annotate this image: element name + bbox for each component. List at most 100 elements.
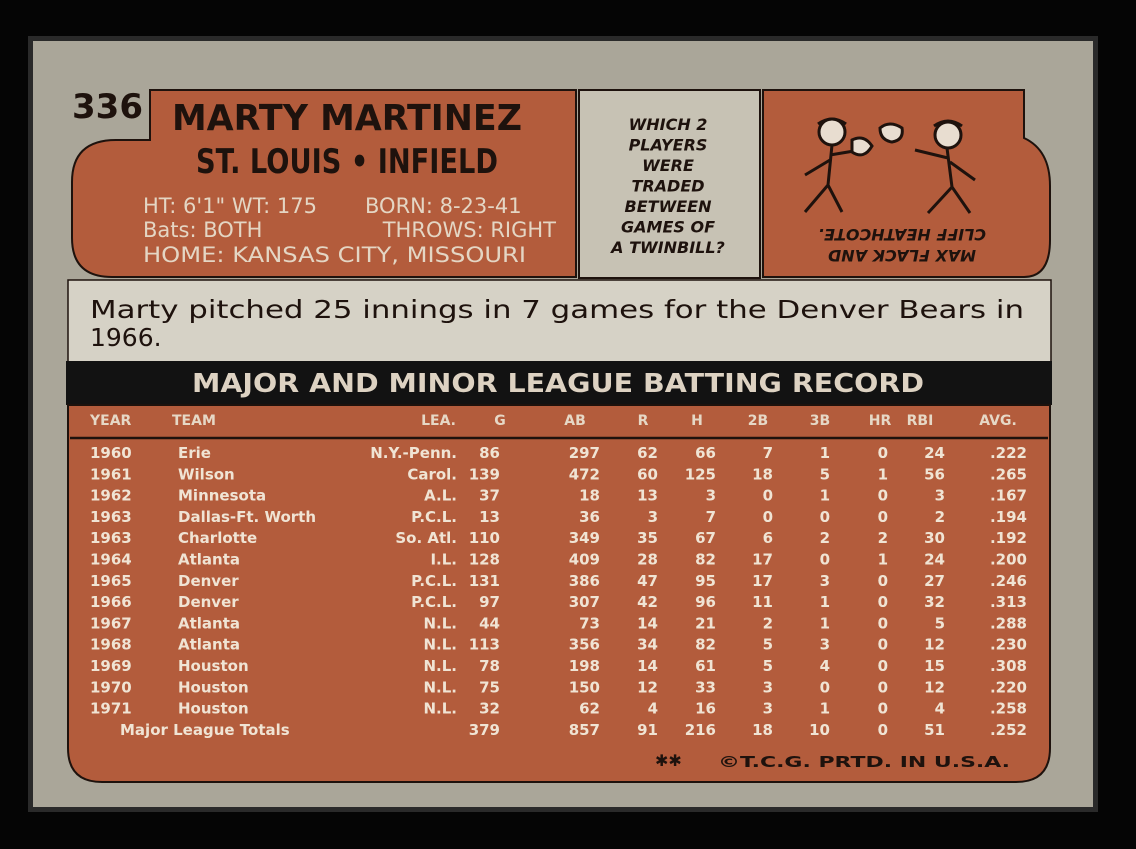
table-cell: Charlotte: [178, 529, 257, 547]
table-cell: 1: [878, 551, 888, 569]
table-cell: 1: [820, 487, 830, 505]
table-cell: 24: [924, 551, 945, 569]
column-header: AB: [564, 413, 586, 429]
table-cell: 198: [569, 657, 600, 675]
table-cell: 0: [878, 593, 888, 611]
table-cell: 82: [695, 636, 716, 654]
table-cell: Atlanta: [178, 614, 240, 632]
totals-cell: 216: [685, 721, 716, 739]
totals-cell: 10: [809, 721, 830, 739]
table-cell: 0: [763, 487, 773, 505]
table-cell: Minnesota: [178, 487, 266, 505]
column-header: H: [691, 413, 703, 429]
totals-cell: 0: [878, 721, 888, 739]
table-cell: 44: [479, 614, 500, 632]
table-cell: 4: [935, 700, 945, 718]
blurb-box: [67, 279, 1052, 363]
card-number: 336: [72, 87, 143, 127]
record-panel: [67, 404, 1051, 783]
height-weight: HT: 6'1" WT: 175: [143, 194, 317, 218]
bats: Bats: BOTH: [143, 218, 262, 242]
copyright: ©T.C.G. PRTD. IN U.S.A.: [718, 753, 1010, 771]
table-cell: 3: [820, 636, 830, 654]
table-cell: 1966: [90, 593, 132, 611]
table-cell: 60: [637, 465, 658, 483]
table-cell: 5: [763, 636, 773, 654]
table-cell: Houston: [178, 657, 249, 675]
table-cell: 12: [924, 678, 945, 696]
table-cell: 56: [924, 465, 945, 483]
table-cell: Denver: [178, 593, 239, 611]
table-cell: 139: [469, 465, 500, 483]
table-cell: 24: [924, 444, 945, 462]
totals-cell: 379: [469, 721, 500, 739]
table-cell: 0: [878, 614, 888, 632]
column-header: 3B: [810, 413, 830, 429]
table-cell: 5: [763, 657, 773, 675]
table-cell: .258: [990, 700, 1027, 718]
record-table: YEAR TEAM LEA. G AB R H 2B 3B HR RBI AVG.1960 Erie N.…: [89, 413, 1027, 739]
record-title: MAJOR AND MINOR LEAGUE BATTING RECORD: [192, 369, 924, 399]
table-cell: 21: [695, 614, 716, 632]
table-cell: 36: [579, 508, 600, 526]
table-cell: .265: [990, 465, 1027, 483]
totals-cell: 18: [752, 721, 773, 739]
table-cell: 96: [695, 593, 716, 611]
table-cell: 0: [878, 444, 888, 462]
question-line: BETWEEN: [625, 197, 713, 216]
column-header: TEAM: [172, 413, 216, 429]
table-cell: 0: [820, 678, 830, 696]
table-cell: 1960: [90, 444, 132, 462]
table-cell: 0: [763, 508, 773, 526]
table-cell: 1963: [90, 508, 132, 526]
table-cell: 1: [878, 465, 888, 483]
home: HOME: KANSAS CITY, MISSOURI: [143, 243, 526, 267]
table-cell: 42: [637, 593, 658, 611]
question-line: TRADED: [631, 177, 704, 196]
question-line: GAMES OF: [621, 218, 715, 237]
table-cell: Carol.: [407, 465, 457, 483]
table-cell: 86: [479, 444, 500, 462]
table-cell: .200: [990, 551, 1027, 569]
totals-cell: 51: [924, 721, 945, 739]
table-cell: 27: [924, 572, 945, 590]
table-cell: 1965: [90, 572, 132, 590]
table-cell: 16: [695, 700, 716, 718]
throws: THROWS: RIGHT: [382, 218, 556, 242]
table-cell: 1: [820, 700, 830, 718]
table-cell: 1: [820, 614, 830, 632]
table-cell: 14: [637, 657, 658, 675]
table-cell: 3: [763, 678, 773, 696]
table-cell: 32: [479, 700, 500, 718]
blurb-line: Marty pitched 25 innings in 7 games for …: [90, 295, 1024, 324]
table-cell: 6: [763, 529, 773, 547]
question-line: WERE: [642, 156, 694, 175]
table-cell: 17: [752, 551, 773, 569]
table-cell: 78: [479, 657, 500, 675]
team-position: ST. LOUIS • INFIELD: [196, 142, 498, 182]
table-cell: N.L.: [423, 657, 457, 675]
table-cell: Denver: [178, 572, 239, 590]
table-cell: 7: [706, 508, 716, 526]
table-cell: 3: [935, 487, 945, 505]
column-header: HR: [869, 413, 892, 429]
table-cell: Atlanta: [178, 636, 240, 654]
table-cell: 2: [820, 529, 830, 547]
question-line: A TWINBILL?: [609, 238, 725, 257]
table-cell: 0: [878, 572, 888, 590]
table-cell: 7: [763, 444, 773, 462]
table-cell: 356: [569, 636, 600, 654]
table-cell: .246: [990, 572, 1027, 590]
table-cell: .308: [990, 657, 1027, 675]
column-header: G: [494, 413, 506, 429]
table-cell: 34: [637, 636, 658, 654]
table-cell: 297: [569, 444, 600, 462]
table-cell: 17: [752, 572, 773, 590]
column-header: RBI: [907, 413, 934, 429]
table-cell: 13: [637, 487, 658, 505]
table-cell: 32: [924, 593, 945, 611]
table-cell: 128: [469, 551, 500, 569]
table-cell: Wilson: [178, 465, 235, 483]
